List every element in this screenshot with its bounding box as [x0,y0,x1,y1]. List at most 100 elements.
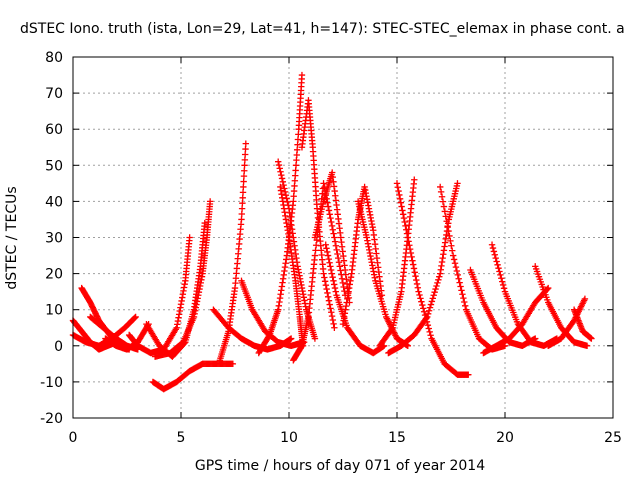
data-point [429,295,436,302]
data-point [420,308,428,315]
data-point [461,302,469,310]
x-tick-label: 10 [280,430,298,446]
y-tick-label: 50 [45,158,63,174]
data-point [242,145,249,153]
data-point [410,265,418,272]
x-axis-label: GPS time / hours of day 071 of year 2014 [195,458,485,474]
data-point [322,282,330,289]
data-point [281,188,289,196]
data-point [285,202,292,209]
data-point [408,253,415,261]
data-point [396,191,403,199]
x-tick-label: 20 [496,430,514,446]
data-point [320,180,327,187]
data-point [444,222,451,230]
series-30 [570,306,595,342]
data-point [333,246,340,254]
data-point [398,203,405,210]
data-point [403,226,410,233]
data-point [328,270,336,277]
data-point [240,172,248,180]
data-point [450,256,458,263]
data-point [442,213,449,220]
series-8 [149,360,237,393]
series-14 [275,158,319,342]
data-point [393,180,401,187]
data-point [328,222,336,230]
data-point [328,312,336,320]
data-point [458,287,465,294]
data-point [496,268,503,275]
data-point [499,278,506,285]
data-point [238,210,245,218]
data-point [455,275,462,282]
data-point [325,255,333,263]
data-point [437,188,445,196]
data-point [410,261,417,268]
series-21 [376,176,418,349]
data-point [327,266,335,274]
data-point [241,167,248,174]
data-point [427,301,435,308]
data-point [424,313,431,321]
data-point [330,230,337,237]
plot-frame [72,56,614,419]
data-point [241,151,249,158]
data-point [323,285,330,293]
data-point [456,279,463,286]
data-point [132,313,139,321]
data-point [411,176,418,183]
data-point [454,271,461,279]
data-point [588,335,595,342]
data-point [277,168,284,175]
data-point [424,310,432,318]
data-point [499,281,507,289]
data-point [321,274,328,281]
data-point [335,259,343,266]
data-point [287,335,295,342]
data-point [330,320,337,328]
data-point [326,259,333,266]
data-point [424,321,432,329]
data-point [327,305,334,312]
data-point [324,248,331,256]
data-point [327,214,334,222]
data-point [331,238,339,245]
data-point [322,241,329,248]
data-point [418,298,425,305]
data-point [488,241,496,248]
data-point [331,281,338,288]
data-point [186,234,193,241]
data-point [282,192,290,199]
data-point [239,194,246,201]
data-point [321,278,329,285]
data-point [415,288,422,295]
data-point [240,183,247,191]
data-point [331,234,338,241]
series-29 [545,295,589,349]
data-point [445,227,452,235]
data-point [426,328,433,336]
y-tick-label: -20 [40,411,63,427]
data-point [239,200,246,207]
data-point [430,292,437,299]
data-point [265,333,272,340]
data-point [407,249,415,257]
data-point [405,238,412,245]
data-point [283,195,290,202]
data-point [409,257,416,264]
data-point [388,325,395,333]
data-point [406,242,413,249]
data-point [441,208,449,215]
data-point [404,234,411,241]
data-point [329,316,337,324]
data-point [326,211,333,218]
data-point [447,237,454,245]
data-point [275,158,282,165]
data-point [242,140,249,147]
data-point [402,222,409,230]
data-point [241,162,248,169]
data-point [324,203,332,210]
data-point [492,254,499,262]
